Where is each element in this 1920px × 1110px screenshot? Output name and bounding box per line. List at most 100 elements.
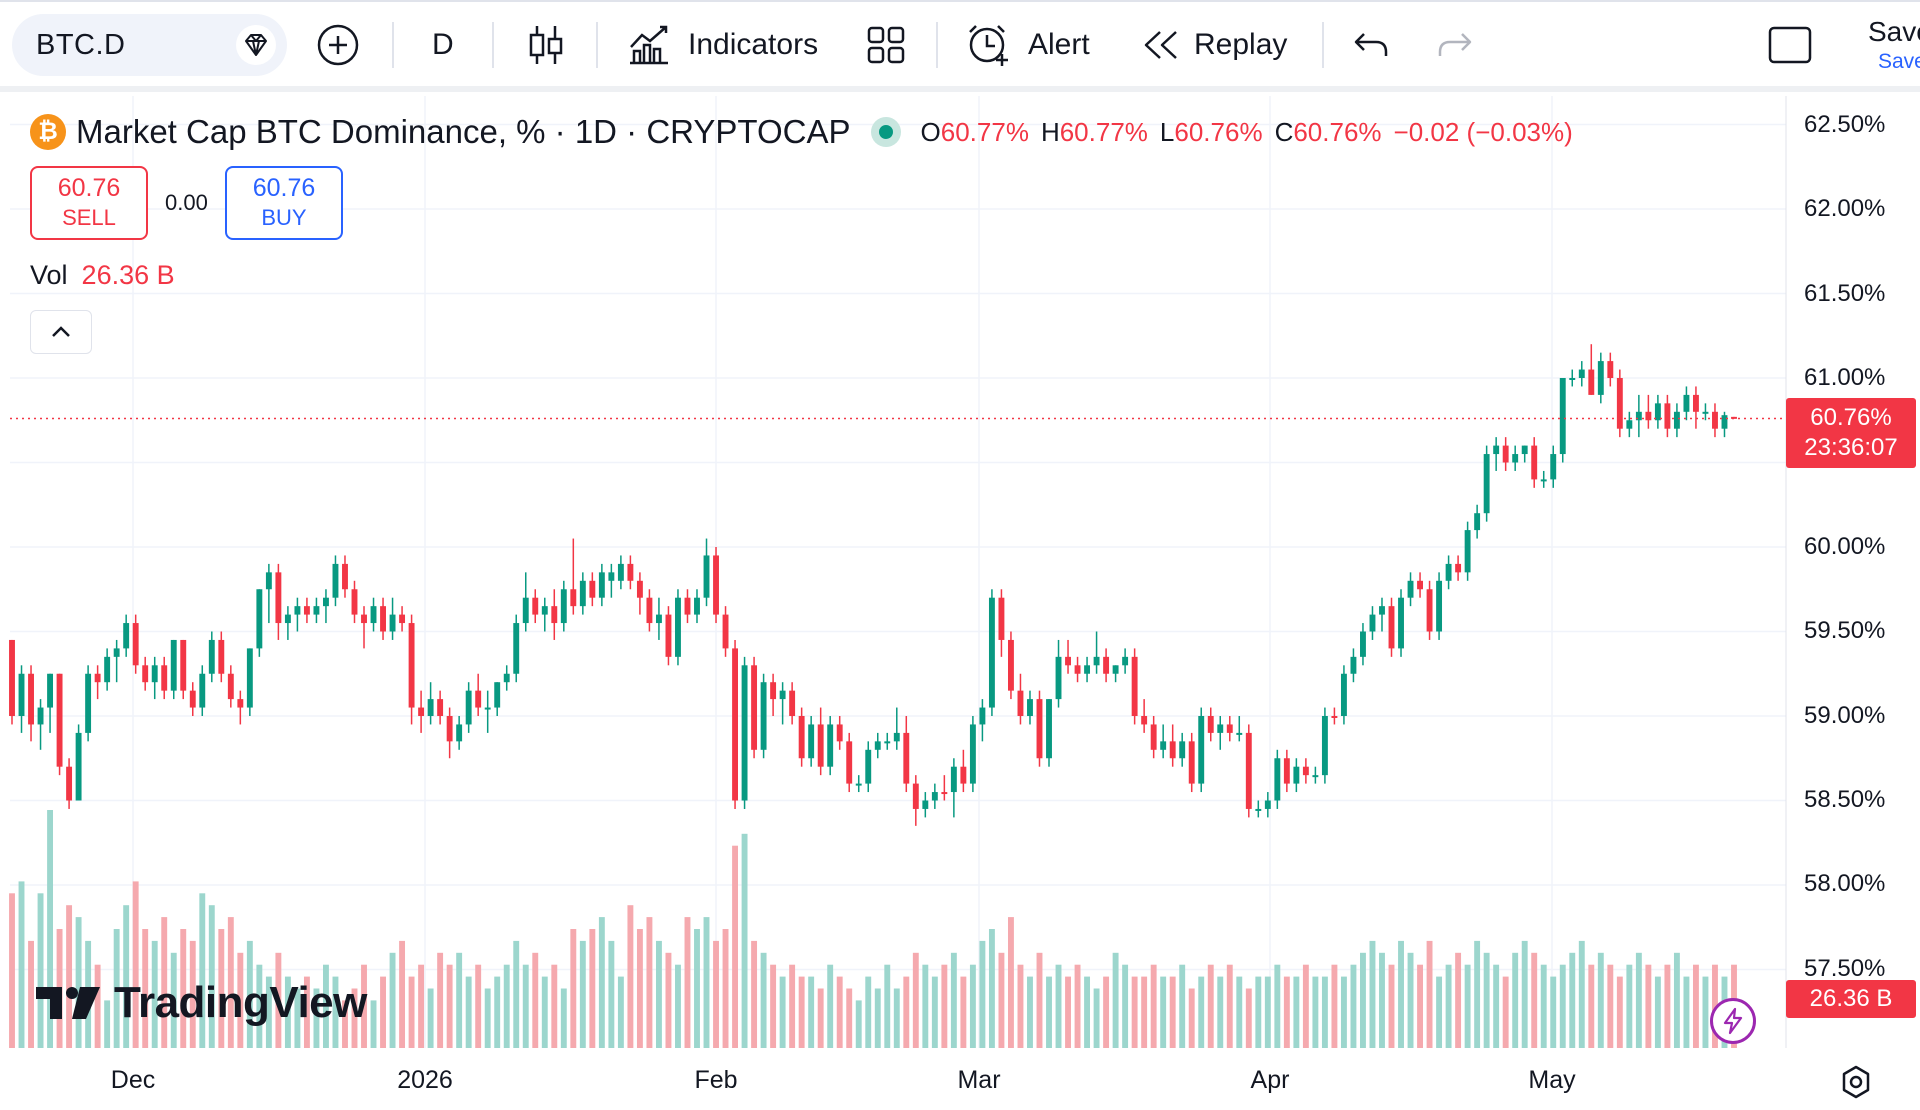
- candle-body: [180, 639, 187, 691]
- top-border: [0, 0, 1920, 2]
- volume-bar: [227, 917, 234, 1048]
- volume-bar: [1084, 976, 1091, 1048]
- candle-body: [151, 665, 158, 683]
- chart-type-candles-icon[interactable]: [528, 14, 564, 76]
- price-axis-label: 61.00%: [1804, 364, 1886, 391]
- volume-bar: [1407, 952, 1414, 1048]
- series-title: Market Cap BTC Dominance, % · 1D · CRYPT…: [76, 113, 851, 150]
- alert-button[interactable]: Alert: [966, 14, 1090, 76]
- candle-body: [694, 597, 700, 615]
- volume-bar: [389, 952, 396, 1048]
- candle-body: [950, 766, 957, 793]
- candle-body: [1255, 808, 1262, 811]
- replay-rewind-icon: [1144, 31, 1177, 59]
- candle-body: [1093, 656, 1100, 666]
- volume-value: 26.36 B: [81, 260, 175, 290]
- volume-bar: [47, 810, 54, 1048]
- series-legend[interactable]: ₿ Market Cap BTC Dominance, % · 1D · CRY…: [30, 112, 1573, 152]
- candle-body: [85, 673, 92, 733]
- sell-button[interactable]: 60.76 SELL: [30, 166, 148, 240]
- undo-icon[interactable]: [1352, 14, 1390, 76]
- volume-bar: [28, 940, 34, 1048]
- volume-bar: [1654, 976, 1661, 1048]
- price-axis[interactable]: [1786, 96, 1920, 1048]
- volume-bar: [1283, 976, 1290, 1048]
- volume-bar: [1673, 952, 1680, 1048]
- candle-body: [437, 699, 444, 716]
- candle-body: [1702, 411, 1709, 414]
- volume-bar: [1502, 976, 1509, 1048]
- time-axis-label: 2026: [397, 1066, 453, 1094]
- candle-body: [94, 673, 101, 683]
- buy-price: 60.76: [252, 174, 316, 202]
- candle-body: [47, 673, 54, 708]
- volume-bar: [1607, 964, 1614, 1048]
- candle-body: [1283, 758, 1290, 784]
- replay-button[interactable]: Replay: [1142, 14, 1287, 76]
- volume-bar: [598, 917, 605, 1048]
- volume-bar: [1122, 964, 1129, 1048]
- volume-bar: [123, 905, 130, 1048]
- volume-bar: [503, 964, 510, 1048]
- compare-plus-icon[interactable]: [316, 14, 360, 76]
- volume-bar: [1474, 940, 1481, 1048]
- buy-label: BUY: [261, 205, 307, 230]
- volume-bar: [189, 940, 196, 1048]
- candle-body: [18, 673, 25, 716]
- volume-bar: [703, 917, 710, 1048]
- market-status-icon[interactable]: [870, 117, 901, 147]
- volume-legend[interactable]: Vol 26.36 B: [30, 260, 175, 291]
- candle-body: [1027, 699, 1033, 716]
- bitcoin-logo-icon: ₿: [30, 114, 66, 150]
- indicators-button[interactable]: Indicators: [628, 14, 818, 76]
- volume-bar: [75, 917, 82, 1048]
- candle-body: [855, 783, 862, 786]
- volume-bar: [303, 976, 310, 1048]
- candle-body: [256, 589, 263, 649]
- volume-bar: [522, 964, 529, 1048]
- candle-body: [246, 648, 253, 708]
- interval-button[interactable]: D: [432, 28, 454, 61]
- settings-gear-icon[interactable]: [1838, 1064, 1874, 1105]
- candle-body: [218, 639, 225, 674]
- candle-body: [893, 732, 900, 742]
- open-value: O60.77%: [920, 116, 1029, 147]
- volume-bar: [332, 976, 339, 1048]
- candle-body: [1217, 724, 1224, 733]
- volume-bar: [1360, 952, 1366, 1048]
- tv-mark-icon: [36, 987, 100, 1019]
- volume-bar: [113, 929, 120, 1048]
- top-toolbar: BTC.D D Indicators Alert Replay Save Sav…: [0, 0, 1920, 88]
- redo-icon[interactable]: [1436, 14, 1474, 76]
- volume-bar: [1559, 964, 1566, 1048]
- volume-bar: [608, 940, 615, 1048]
- price-axis-label: 59.50%: [1804, 617, 1886, 644]
- volume-bar: [636, 929, 643, 1048]
- buy-button[interactable]: 60.76 BUY: [225, 166, 343, 240]
- diamond-icon[interactable]: [236, 25, 276, 65]
- volume-label: Vol: [30, 260, 68, 290]
- save-button[interactable]: Save: [1868, 16, 1920, 47]
- volume-bar: [732, 845, 738, 1048]
- toolbar-divider: [392, 22, 394, 68]
- volume-bar: [1245, 988, 1252, 1048]
- tradingview-logo[interactable]: TradingView: [34, 978, 367, 1028]
- lightning-icon[interactable]: [1710, 998, 1756, 1044]
- close-value: C60.76%: [1274, 116, 1382, 147]
- volume-bar: [570, 929, 577, 1048]
- volume-bar: [94, 964, 101, 1048]
- volume-bar: [342, 1000, 348, 1048]
- volume-bar: [1645, 964, 1652, 1048]
- symbol-search[interactable]: BTC.D: [12, 14, 287, 76]
- layouts-grid-icon[interactable]: [866, 14, 906, 76]
- fullscreen-square-icon[interactable]: [1768, 14, 1812, 76]
- time-axis-label: May: [1528, 1066, 1576, 1094]
- volume-bar: [1388, 964, 1395, 1048]
- volume-bar: [361, 964, 367, 1048]
- collapse-legend-button[interactable]: [30, 310, 92, 354]
- candle-body: [503, 673, 510, 683]
- volume-bar: [1398, 940, 1404, 1048]
- volume-bar: [1065, 976, 1071, 1048]
- candle-body: [1017, 690, 1024, 716]
- toolbar-divider: [936, 22, 938, 68]
